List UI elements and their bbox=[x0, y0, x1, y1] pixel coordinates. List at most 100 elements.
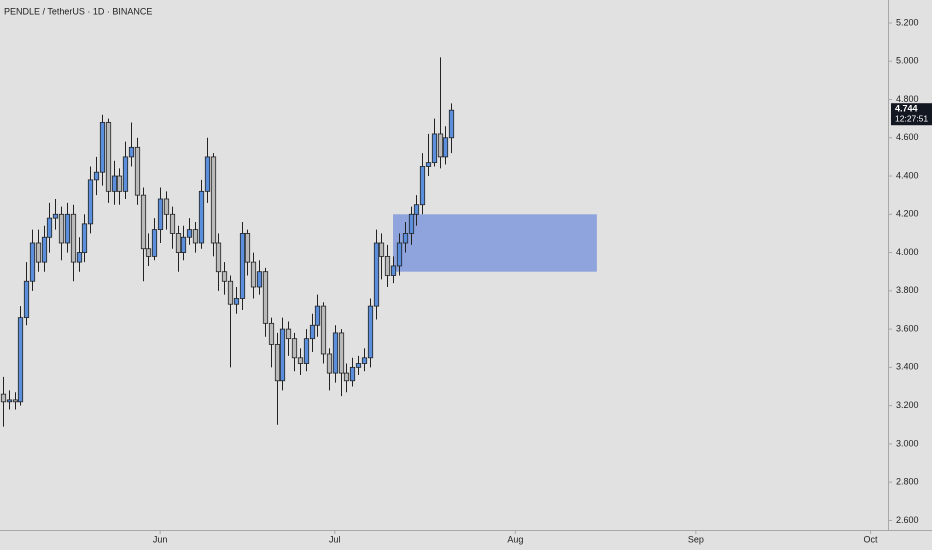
y-tick-label: 2.800 bbox=[896, 477, 919, 487]
candle-body bbox=[186, 229, 193, 238]
candle-body bbox=[12, 399, 19, 403]
candle-body bbox=[233, 298, 240, 305]
candle-body bbox=[52, 213, 59, 219]
candle-body bbox=[122, 156, 129, 192]
candle-body bbox=[41, 236, 48, 263]
candle-body bbox=[70, 213, 77, 263]
candle-body bbox=[314, 305, 321, 326]
candle-body bbox=[140, 194, 147, 250]
x-tick-label: Oct bbox=[864, 534, 879, 544]
candle-body bbox=[291, 338, 298, 359]
candle-body bbox=[175, 233, 182, 253]
candle-body bbox=[425, 162, 432, 167]
candle-body bbox=[355, 363, 362, 368]
candle-body bbox=[169, 213, 176, 234]
candle-body bbox=[408, 213, 415, 234]
candle-body bbox=[396, 242, 403, 267]
candle-body bbox=[93, 171, 100, 181]
candle-body bbox=[163, 198, 170, 215]
candle-body bbox=[81, 223, 88, 253]
candle-body bbox=[244, 233, 251, 263]
y-tick-label: 4.200 bbox=[896, 209, 919, 219]
candle-body bbox=[99, 122, 106, 173]
y-tick-label: 4.600 bbox=[896, 132, 919, 142]
candle-body bbox=[309, 324, 316, 340]
candle-body bbox=[192, 229, 199, 244]
y-tick-label: 3.000 bbox=[896, 438, 919, 448]
x-tick-label: Aug bbox=[507, 534, 523, 544]
candle-body bbox=[87, 179, 94, 225]
candle-body bbox=[35, 242, 42, 263]
candle-body bbox=[442, 137, 449, 158]
y-tick-label: 4.800 bbox=[896, 94, 919, 104]
countdown: 12:27:51 bbox=[895, 113, 928, 123]
candle-body bbox=[215, 242, 222, 273]
candle-body bbox=[326, 353, 333, 374]
candle-body bbox=[390, 265, 397, 276]
candle-body bbox=[29, 242, 36, 282]
candle-body bbox=[297, 357, 304, 364]
y-tick-label: 3.200 bbox=[896, 400, 919, 410]
candle-body bbox=[349, 366, 356, 382]
candle-body bbox=[413, 204, 420, 215]
candle-body bbox=[227, 280, 234, 305]
candle-body bbox=[419, 166, 426, 206]
candle-body bbox=[279, 328, 286, 382]
candle-body bbox=[402, 233, 409, 244]
candle-body bbox=[332, 332, 339, 374]
candle-body bbox=[361, 357, 368, 364]
candle-body bbox=[17, 317, 24, 403]
candle-body bbox=[111, 175, 118, 192]
candle-body bbox=[303, 338, 310, 364]
y-tick-label: 3.400 bbox=[896, 362, 919, 372]
candle-body bbox=[6, 399, 13, 403]
candle-body bbox=[204, 156, 211, 192]
candle-body bbox=[268, 322, 275, 345]
candle-body bbox=[285, 328, 292, 340]
candle-body bbox=[128, 146, 135, 158]
candle-body bbox=[0, 393, 7, 403]
candle-body bbox=[373, 242, 380, 307]
candle-body bbox=[221, 271, 228, 282]
chart-title: PENDLE / TetherUS · 1D · BINANCE bbox=[4, 6, 152, 16]
y-tick-label: 5.000 bbox=[896, 56, 919, 66]
candle-body bbox=[105, 122, 112, 192]
candle-body bbox=[64, 213, 71, 244]
y-tick-label: 3.800 bbox=[896, 285, 919, 295]
y-tick-label: 2.600 bbox=[896, 515, 919, 525]
candle-body bbox=[134, 146, 141, 196]
candle-body bbox=[437, 133, 444, 158]
candle-body bbox=[338, 332, 345, 374]
candle-body bbox=[210, 156, 217, 244]
candle-body bbox=[239, 233, 246, 299]
candle-body bbox=[58, 213, 65, 244]
candle-body bbox=[431, 133, 438, 164]
zone bbox=[393, 214, 597, 272]
candle-body bbox=[274, 344, 281, 382]
y-tick-label: 4.000 bbox=[896, 247, 919, 257]
candle-body bbox=[378, 242, 385, 257]
candle-body bbox=[262, 271, 269, 324]
y-tick-label: 5.200 bbox=[896, 17, 919, 27]
candle-body bbox=[448, 109, 455, 139]
y-tick-label: 3.600 bbox=[896, 323, 919, 333]
candle-body bbox=[46, 217, 53, 238]
y-tick-label: 4.400 bbox=[896, 170, 919, 180]
x-tick-label: Jun bbox=[153, 534, 168, 544]
x-tick-label: Jul bbox=[329, 534, 341, 544]
candle-body bbox=[157, 198, 164, 231]
candle-body bbox=[256, 271, 263, 288]
candle-body bbox=[320, 305, 327, 355]
candle-body bbox=[145, 248, 152, 257]
candle-body bbox=[23, 280, 30, 319]
candle-body bbox=[116, 175, 123, 192]
price-label-bg bbox=[891, 103, 932, 126]
candle-body bbox=[76, 252, 83, 263]
candle-body bbox=[367, 305, 374, 359]
price-label: 4.744 bbox=[895, 104, 918, 114]
candle-body bbox=[198, 190, 205, 244]
x-tick-label: Sep bbox=[688, 534, 704, 544]
